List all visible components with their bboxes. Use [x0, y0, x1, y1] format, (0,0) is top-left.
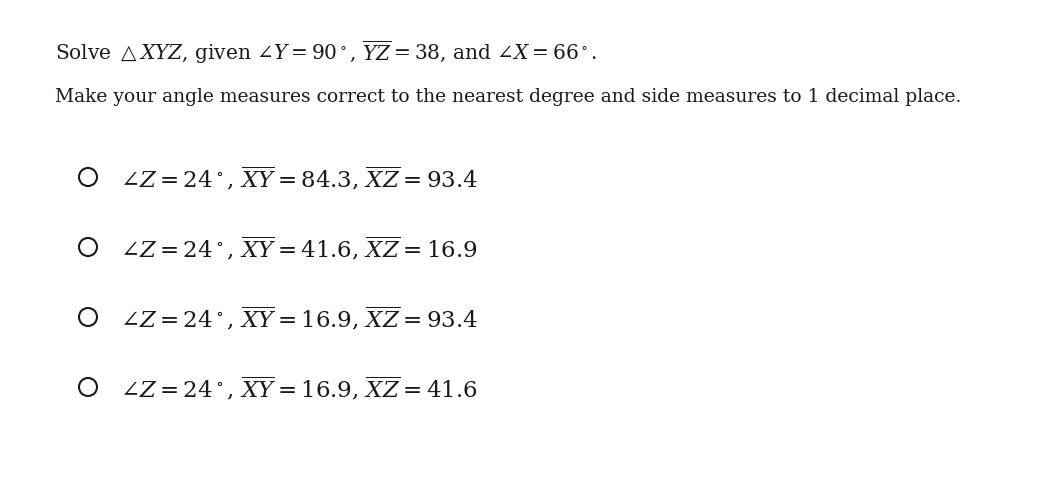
Text: $\angle Z = 24^\circ$, $\overline{XY} = 16.9$, $\overline{XZ} = 41.6$: $\angle Z = 24^\circ$, $\overline{XY} = … — [120, 375, 477, 403]
Text: Solve $\triangle XYZ$, given $\angle Y = 90^\circ$, $\overline{YZ} = 38$, and $\: Solve $\triangle XYZ$, given $\angle Y =… — [55, 38, 598, 66]
Text: $\angle Z = 24^\circ$, $\overline{XY} = 41.6$, $\overline{XZ} = 16.9$: $\angle Z = 24^\circ$, $\overline{XY} = … — [120, 235, 477, 263]
Text: Make your angle measures correct to the nearest degree and side measures to 1 de: Make your angle measures correct to the … — [55, 88, 961, 106]
Text: $\angle Z = 24^\circ$, $\overline{XY} = 84.3$, $\overline{XZ} = 93.4$: $\angle Z = 24^\circ$, $\overline{XY} = … — [120, 165, 477, 193]
Text: $\angle Z = 24^\circ$, $\overline{XY} = 16.9$, $\overline{XZ} = 93.4$: $\angle Z = 24^\circ$, $\overline{XY} = … — [120, 305, 477, 333]
